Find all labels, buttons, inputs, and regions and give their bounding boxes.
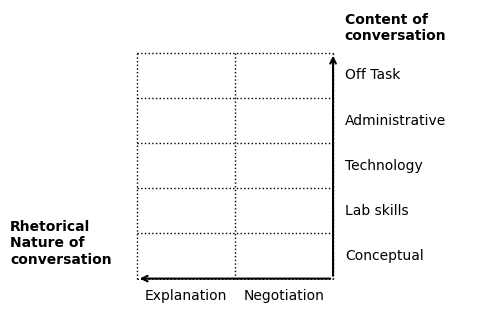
Text: Explanation: Explanation xyxy=(145,289,227,303)
Text: Negotiation: Negotiation xyxy=(244,289,324,303)
Text: Administrative: Administrative xyxy=(345,114,446,128)
Text: Conceptual: Conceptual xyxy=(345,249,424,263)
Text: Rhetorical
Nature of
conversation: Rhetorical Nature of conversation xyxy=(10,220,112,266)
Text: Content of
conversation: Content of conversation xyxy=(345,13,446,43)
Text: Lab skills: Lab skills xyxy=(345,204,408,218)
Text: Off Task: Off Task xyxy=(345,69,400,83)
Text: Technology: Technology xyxy=(345,159,422,173)
